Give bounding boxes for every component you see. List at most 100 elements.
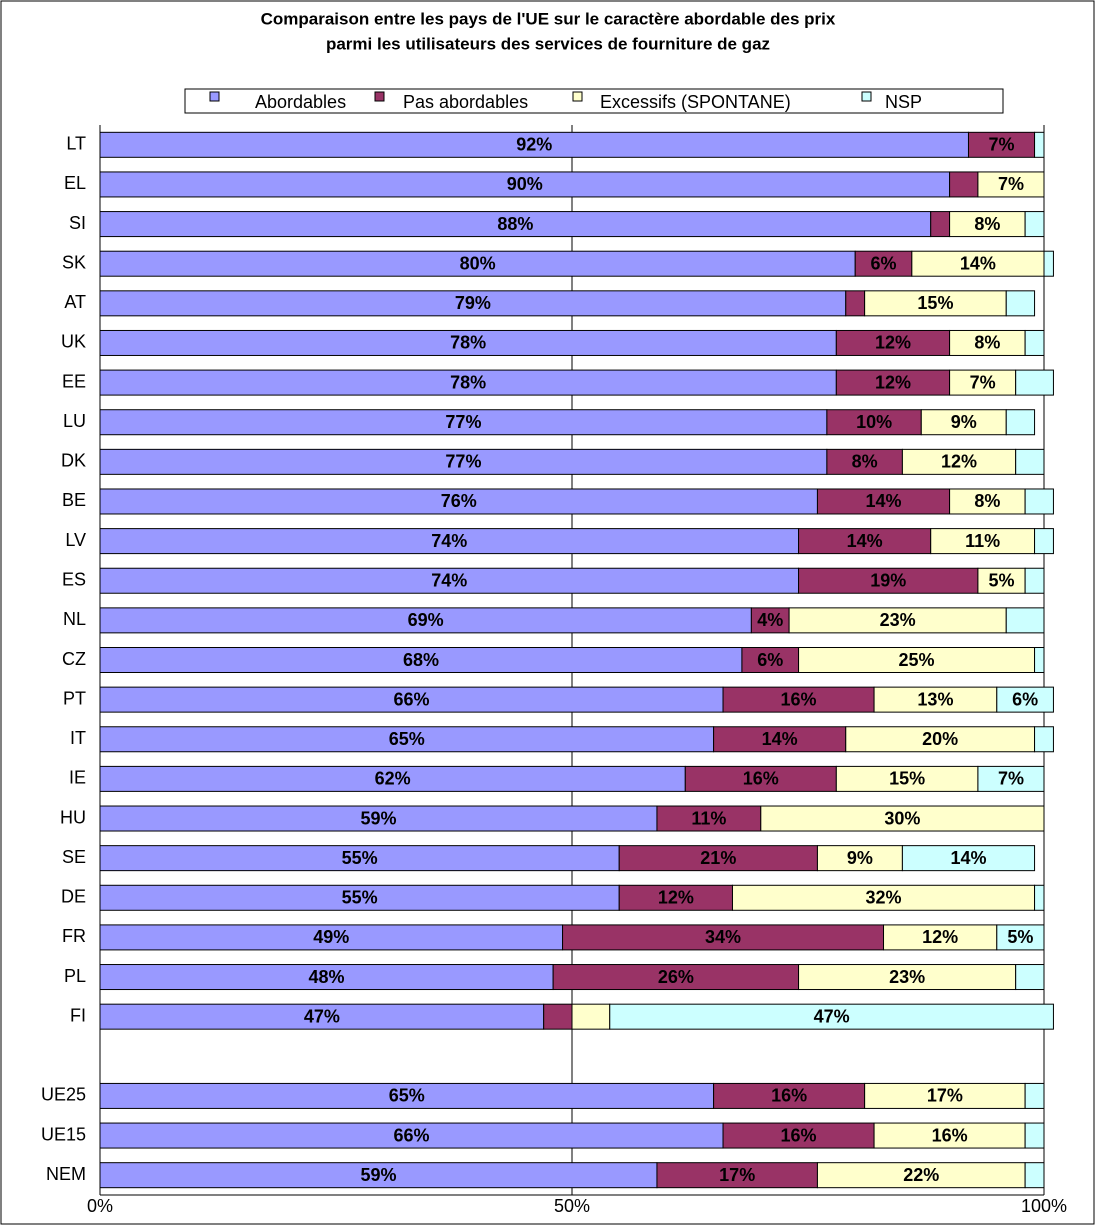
data-label: 23% <box>880 610 916 630</box>
bar-segment <box>99 607 752 634</box>
y-tick-label: SI <box>69 213 86 233</box>
data-label: 11% <box>691 808 726 828</box>
bar-segment <box>1024 1082 1045 1109</box>
bar-segment <box>99 805 658 832</box>
bar-segment <box>873 1122 1026 1149</box>
y-tick-label: SK <box>62 252 86 272</box>
data-label: 66% <box>394 1125 430 1145</box>
bar-segment <box>845 726 1036 753</box>
bar-segment <box>1015 964 1045 991</box>
y-tick-label: PT <box>63 688 86 708</box>
y-tick-label: NL <box>63 609 86 629</box>
legend-label: Abordables <box>255 92 346 112</box>
bar-segment <box>816 1162 1026 1189</box>
data-label: 15% <box>889 769 925 789</box>
bar-segment <box>1034 131 1045 158</box>
data-label: 23% <box>889 967 925 987</box>
bar-segment <box>930 211 951 238</box>
bar-segment <box>864 1082 1026 1109</box>
data-label: 12% <box>875 333 911 353</box>
bar-segment <box>1015 369 1054 396</box>
bar-segment <box>845 290 866 317</box>
chart-title: Comparaison entre les pays de l'UE sur l… <box>261 9 836 28</box>
data-label: 59% <box>360 808 396 828</box>
bar-segment <box>99 964 554 991</box>
data-label: 12% <box>658 888 694 908</box>
bar-segment <box>99 131 969 158</box>
bar-segment <box>1043 250 1054 277</box>
bar-segment <box>996 686 1054 713</box>
bar-segment <box>760 805 1045 832</box>
data-label: 14% <box>960 253 996 273</box>
bar-segment <box>835 329 951 356</box>
data-label: 74% <box>431 570 467 590</box>
data-label: 92% <box>516 135 552 155</box>
bar-segment <box>99 488 818 515</box>
data-label: 6% <box>757 650 783 670</box>
data-label: 8% <box>852 452 878 472</box>
bar-segment <box>722 1122 875 1149</box>
y-tick-label: FI <box>70 1005 86 1025</box>
bar-segment <box>99 409 828 436</box>
bar-segment <box>1015 448 1045 475</box>
bar-segment <box>864 290 1007 317</box>
data-label: 15% <box>917 293 953 313</box>
bar-segment <box>1005 409 1036 436</box>
data-label: 9% <box>847 848 873 868</box>
bar-segment <box>1024 329 1045 356</box>
y-tick-label: ES <box>62 569 86 589</box>
data-label: 19% <box>870 570 906 590</box>
y-tick-label: PL <box>64 966 86 986</box>
data-label: 10% <box>856 412 892 432</box>
data-label: 88% <box>497 214 533 234</box>
bar-segment <box>99 765 686 792</box>
data-label: 47% <box>304 1006 340 1026</box>
bar-segment <box>826 448 903 475</box>
data-label: 7% <box>998 769 1024 789</box>
bar-segment <box>609 1003 1054 1030</box>
y-tick-label: UE25 <box>41 1085 86 1105</box>
bar-segment <box>1005 290 1036 317</box>
data-label: 20% <box>922 729 958 749</box>
bar-segment <box>873 686 998 713</box>
bar-segment <box>835 765 979 792</box>
bar-segment <box>798 964 1017 991</box>
data-label: 16% <box>932 1125 968 1145</box>
bar-segment <box>99 369 837 396</box>
data-label: 65% <box>389 1086 425 1106</box>
y-tick-label: BE <box>62 490 86 510</box>
bar-segment <box>920 409 1007 436</box>
data-label: 12% <box>875 372 911 392</box>
bar-segment <box>99 1003 545 1030</box>
data-label: 6% <box>1012 689 1038 709</box>
data-label: 14% <box>847 531 883 551</box>
y-tick-label: UK <box>61 332 86 352</box>
data-label: 11% <box>965 531 1000 551</box>
bar-segment <box>901 448 1017 475</box>
bar-segment <box>656 1162 818 1189</box>
data-label: 8% <box>974 491 1000 511</box>
bar-segment <box>656 805 762 832</box>
bar-segment <box>949 329 1026 356</box>
data-label: 74% <box>431 531 467 551</box>
y-tick-label: IE <box>69 768 86 788</box>
y-tick-label: EE <box>62 371 86 391</box>
data-label: 65% <box>389 729 425 749</box>
data-label: 16% <box>781 689 817 709</box>
data-label: 77% <box>445 412 481 432</box>
legend-label: NSP <box>885 92 922 112</box>
data-label: 26% <box>658 967 694 987</box>
bar-segment <box>1024 567 1045 594</box>
bar-segment <box>99 686 724 713</box>
bar-segment <box>713 1082 866 1109</box>
data-label: 22% <box>903 1165 939 1185</box>
data-label: 66% <box>394 689 430 709</box>
bar-segment <box>1034 528 1054 555</box>
data-label: 25% <box>899 650 935 670</box>
data-label: 69% <box>408 610 444 630</box>
data-label: 5% <box>989 570 1015 590</box>
data-label: 32% <box>866 888 902 908</box>
data-label: 14% <box>950 848 986 868</box>
data-label: 80% <box>460 253 496 273</box>
data-label: 59% <box>360 1165 396 1185</box>
